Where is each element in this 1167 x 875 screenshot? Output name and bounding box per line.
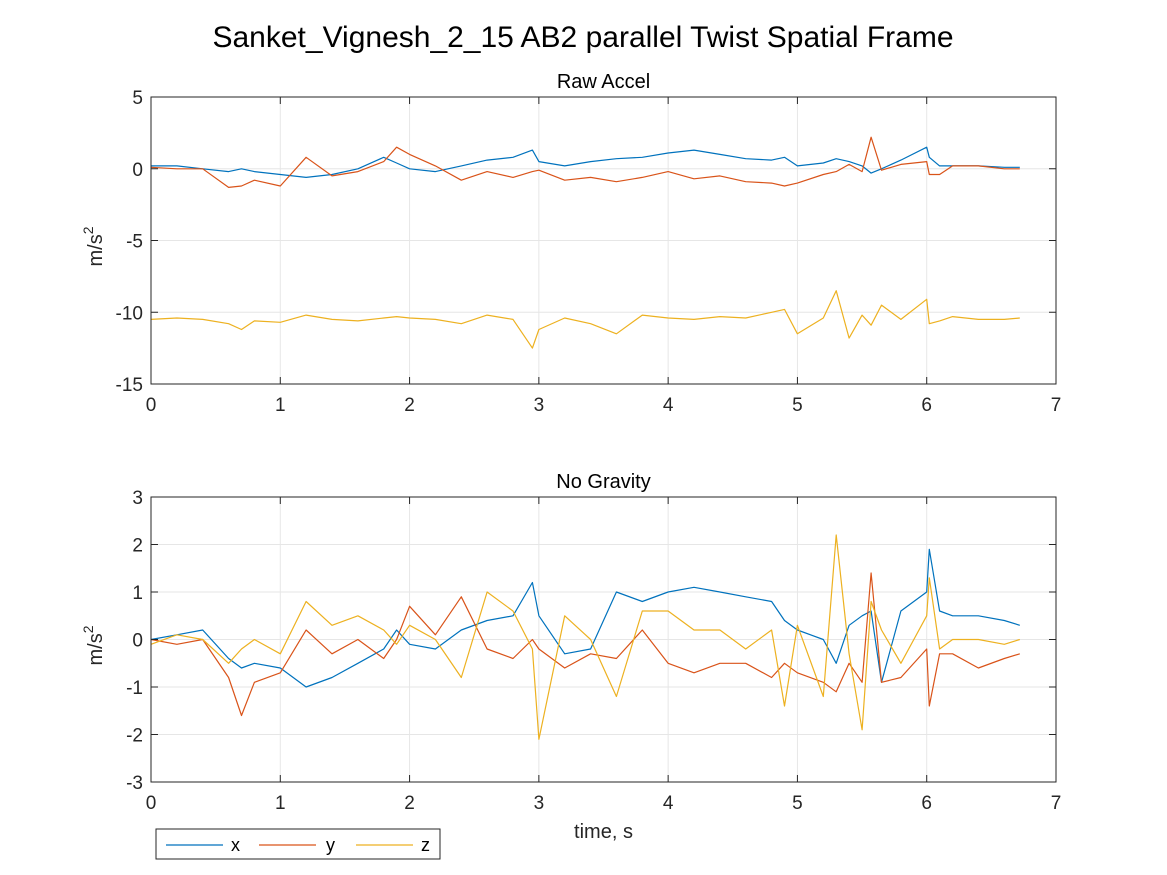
x-tick-label: 7 [1051,395,1062,416]
y-tick-label: -3 [126,773,143,794]
x-tick-label: 3 [534,793,545,814]
x-tick-label: 2 [404,793,415,814]
y-tick-label: 5 [132,88,143,109]
y-tick-label: 1 [132,583,143,604]
x-tick-label: 2 [404,395,415,416]
figure-title: Sanket_Vignesh_2_15 AB2 parallel Twist S… [212,21,953,54]
y-tick-label: -1 [126,678,143,699]
series-line-y [150,136,1020,188]
y-tick-label: 2 [132,536,143,557]
series-line-x [151,146,1020,178]
y-tick-label: 3 [132,488,143,509]
x-tick-label: 6 [921,395,932,416]
y-tick-label: -2 [126,726,143,747]
axes-title: Raw Accel [557,71,650,93]
y-tick-label: -10 [116,303,143,324]
y-tick-label: 0 [132,160,143,181]
series-line-z [150,534,1020,740]
x-tick-label: 1 [275,395,286,416]
legend-label-x: x [231,835,240,855]
y-tick-label: 0 [132,631,143,652]
legend: x y z [155,828,441,860]
y-axis-label-base: m/s [85,633,107,665]
x-tick-label: 1 [275,793,286,814]
x-tick-label: 5 [792,793,803,814]
y-axis-label-exponent: 2 [80,625,96,633]
y-tick-label: -15 [116,375,143,396]
legend-label-y: y [326,835,335,855]
x-tick-label: 0 [146,395,157,416]
x-tick-label: 7 [1051,793,1062,814]
x-tick-label: 6 [921,793,932,814]
y-tick-label: -5 [126,232,143,253]
x-tick-label: 0 [146,793,157,814]
axes-title: No Gravity [556,471,650,493]
y-axis-label-exponent: 2 [80,226,96,234]
y-axis-label-base: m/s [85,234,107,266]
legend-label-z: z [421,835,430,855]
x-tick-label: 5 [792,395,803,416]
series-line-y [150,572,1020,717]
legend-box [155,828,441,860]
y-axis-label: m/s2 [80,625,107,665]
x-tick-label: 4 [663,395,674,416]
series-line-z [150,290,1020,349]
x-axis-label: time, s [574,821,633,843]
x-tick-label: 3 [534,395,545,416]
series-line-x [150,548,1020,688]
y-axis-label: m/s2 [80,226,107,266]
x-tick-label: 4 [663,793,674,814]
